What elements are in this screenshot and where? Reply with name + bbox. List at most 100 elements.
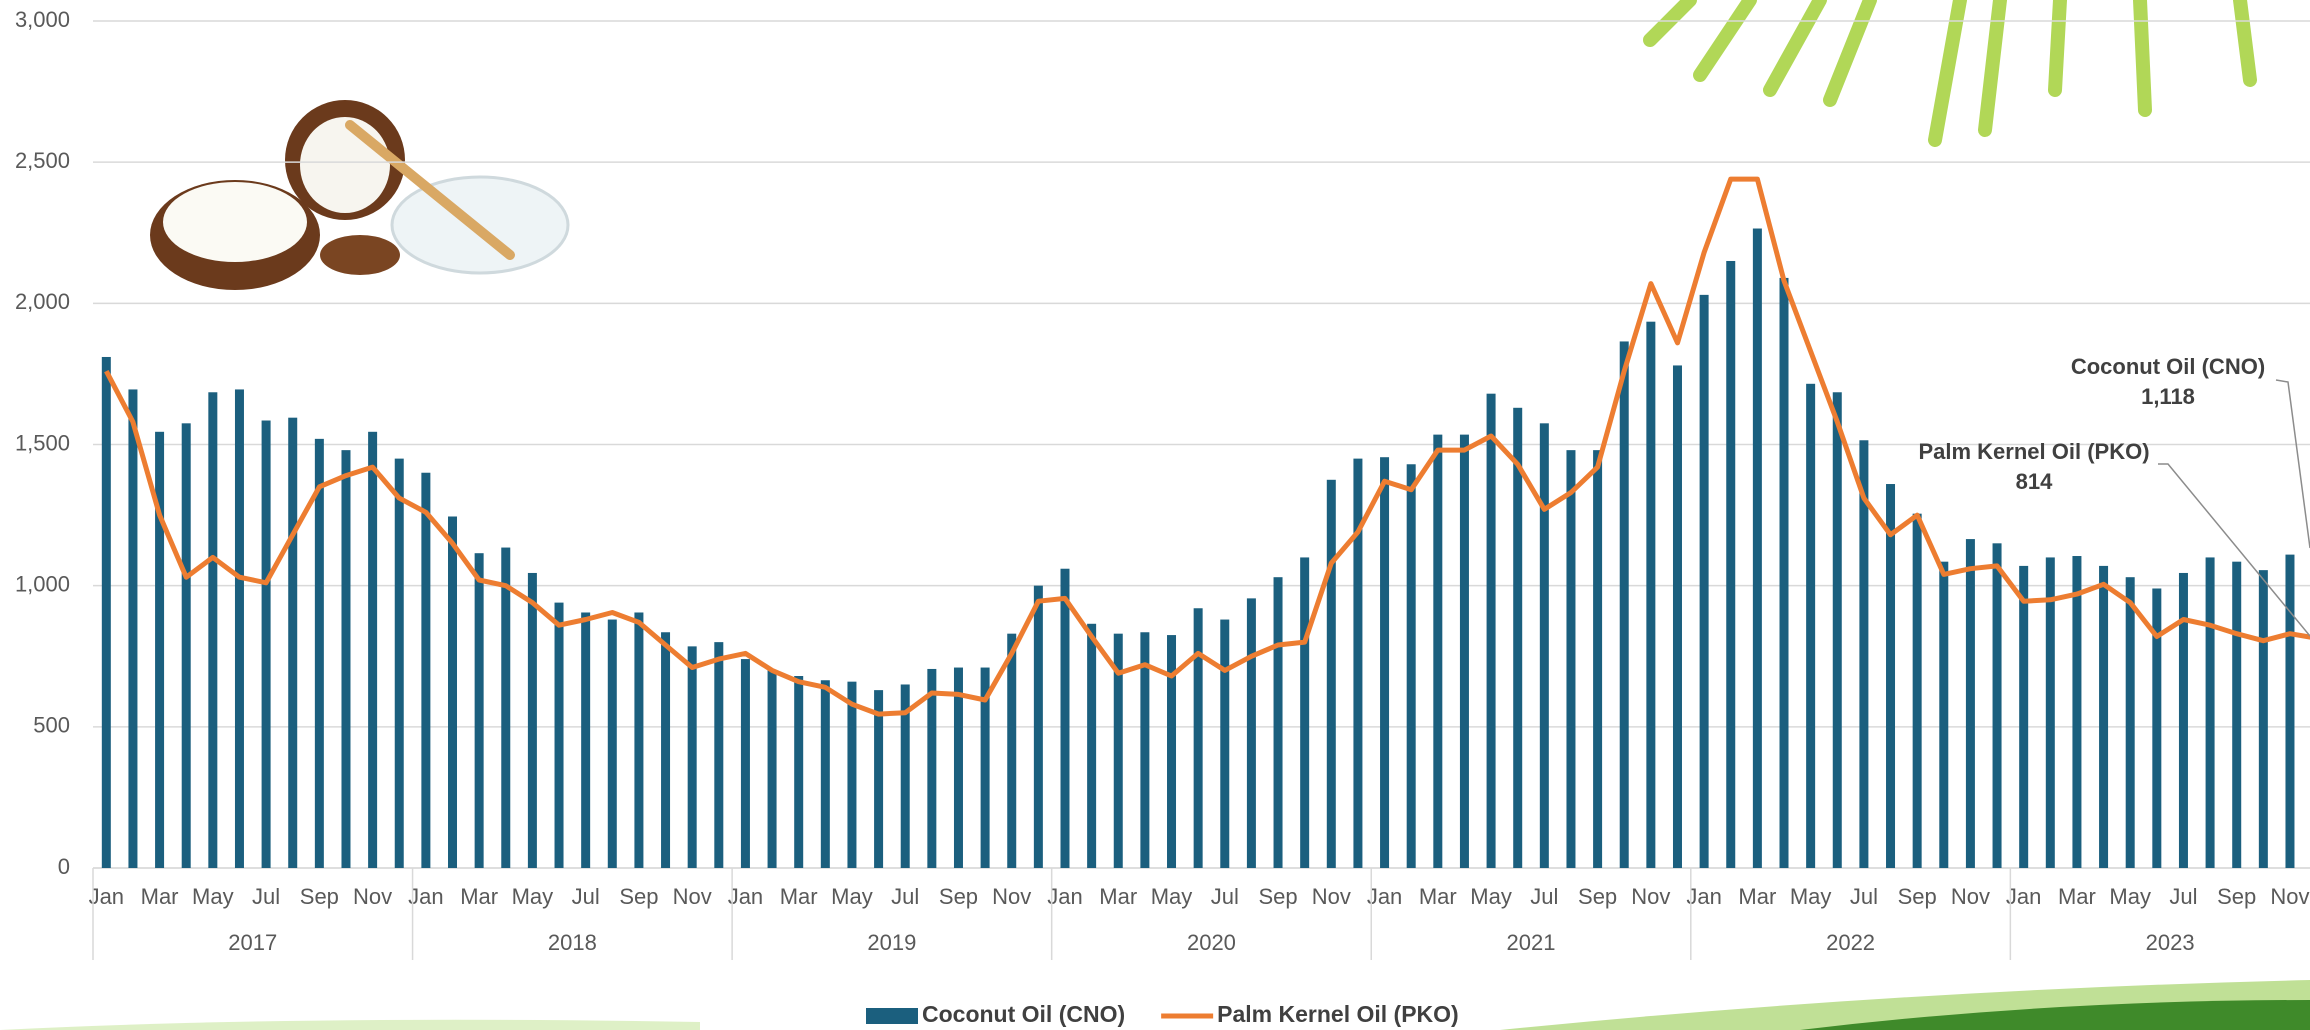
y-tick-label: 1,000 bbox=[15, 571, 70, 596]
bar bbox=[2019, 565, 2029, 868]
bar bbox=[2285, 554, 2295, 868]
bar bbox=[1566, 450, 1576, 868]
bar bbox=[421, 472, 431, 868]
decor-swoosh bbox=[0, 1019, 700, 1030]
bar bbox=[900, 684, 910, 868]
bar bbox=[2205, 557, 2215, 868]
bar bbox=[1433, 434, 1443, 868]
bar bbox=[341, 450, 351, 868]
x-tick-label: May bbox=[512, 884, 554, 909]
group-label: 2022 bbox=[1826, 930, 1875, 955]
x-tick-label: Mar bbox=[2058, 884, 2096, 909]
x-tick-label: Mar bbox=[460, 884, 498, 909]
bar bbox=[1806, 383, 1816, 868]
x-tick-label: Mar bbox=[141, 884, 179, 909]
bar bbox=[1353, 458, 1363, 868]
bar bbox=[208, 392, 218, 868]
x-tick-label: May bbox=[1151, 884, 1193, 909]
x-tick-label: Jan bbox=[1686, 884, 1721, 909]
leader-line bbox=[2275, 379, 2310, 549]
x-tick-label: Sep bbox=[2217, 884, 2256, 909]
x-tick-label: Nov bbox=[1631, 884, 1670, 909]
bar bbox=[448, 516, 458, 868]
x-tick-label: Sep bbox=[1898, 884, 1937, 909]
bar bbox=[1859, 440, 1869, 868]
bar bbox=[740, 659, 750, 868]
decor-coconut bbox=[150, 100, 570, 290]
x-tick-label: Jan bbox=[1047, 884, 1082, 909]
bar bbox=[1246, 598, 1256, 868]
x-tick-label: Sep bbox=[300, 884, 339, 909]
x-tick-label: Jul bbox=[2169, 884, 2197, 909]
bar bbox=[820, 680, 830, 868]
bar bbox=[1832, 392, 1842, 868]
bar bbox=[155, 431, 165, 868]
x-tick-label: Jul bbox=[1211, 884, 1239, 909]
group-label: 2017 bbox=[228, 930, 277, 955]
group-label: 2019 bbox=[867, 930, 916, 955]
bar bbox=[1193, 608, 1203, 868]
bar bbox=[1140, 632, 1150, 868]
bar bbox=[1619, 341, 1629, 868]
group-label: 2023 bbox=[2146, 930, 2195, 955]
y-tick-label: 500 bbox=[33, 713, 70, 738]
bar bbox=[980, 667, 990, 868]
x-tick-label: May bbox=[192, 884, 234, 909]
x-tick-label: Mar bbox=[780, 884, 818, 909]
x-tick-label: Nov bbox=[992, 884, 1031, 909]
bar bbox=[1726, 260, 1736, 868]
data-label: 814 bbox=[2016, 469, 2053, 494]
x-tick-label: Jan bbox=[728, 884, 763, 909]
bar bbox=[1406, 464, 1416, 868]
bar bbox=[394, 458, 404, 868]
annotation-name: Coconut Oil (CNO) bbox=[2071, 354, 2265, 379]
x-tick-label: Jan bbox=[2006, 884, 2041, 909]
x-tick-label: Mar bbox=[1738, 884, 1776, 909]
bar bbox=[1939, 561, 1949, 868]
bar bbox=[2125, 577, 2135, 868]
decor-swoosh bbox=[1800, 1000, 2310, 1030]
y-tick-label: 0 bbox=[58, 854, 70, 879]
decor-palm bbox=[1643, 0, 2257, 147]
y-tick-label: 2,500 bbox=[15, 148, 70, 173]
bar bbox=[2258, 570, 2268, 868]
x-tick-label: Mar bbox=[1419, 884, 1457, 909]
x-tick-label: Jul bbox=[572, 884, 600, 909]
x-tick-label: Nov bbox=[2270, 884, 2309, 909]
x-tick-label: Sep bbox=[939, 884, 978, 909]
bar bbox=[953, 667, 963, 868]
x-tick-label: Nov bbox=[1951, 884, 1990, 909]
bar bbox=[874, 690, 884, 868]
annotation-name: Palm Kernel Oil (PKO) bbox=[1918, 439, 2149, 464]
x-tick-label: Nov bbox=[673, 884, 712, 909]
y-tick-label: 1,500 bbox=[15, 430, 70, 455]
bar bbox=[1380, 457, 1390, 868]
x-tick-label: May bbox=[831, 884, 873, 909]
legend-swatch bbox=[866, 1008, 918, 1024]
bar bbox=[527, 572, 537, 868]
legend-label: Palm Kernel Oil (PKO) bbox=[1217, 1001, 1459, 1027]
bar bbox=[368, 431, 378, 868]
bar bbox=[1752, 228, 1762, 868]
x-tick-label: Jan bbox=[89, 884, 124, 909]
bar bbox=[1992, 543, 2002, 868]
bar bbox=[687, 646, 697, 868]
legend-label: Coconut Oil (CNO) bbox=[922, 1001, 1125, 1027]
data-label: 1,118 bbox=[2141, 384, 2195, 409]
bar bbox=[581, 612, 591, 868]
bar bbox=[927, 668, 937, 868]
bar bbox=[234, 389, 244, 868]
bar bbox=[2152, 588, 2162, 868]
bar bbox=[2232, 561, 2242, 868]
bar bbox=[1646, 321, 1656, 868]
bar bbox=[2072, 556, 2082, 868]
leader-line bbox=[2158, 463, 2310, 637]
x-tick-label: Nov bbox=[1312, 884, 1351, 909]
bar bbox=[1539, 423, 1549, 868]
group-label: 2018 bbox=[548, 930, 597, 955]
x-tick-label: Jul bbox=[891, 884, 919, 909]
bar bbox=[2045, 557, 2055, 868]
bar bbox=[1113, 633, 1123, 868]
x-tick-label: May bbox=[1470, 884, 1512, 909]
